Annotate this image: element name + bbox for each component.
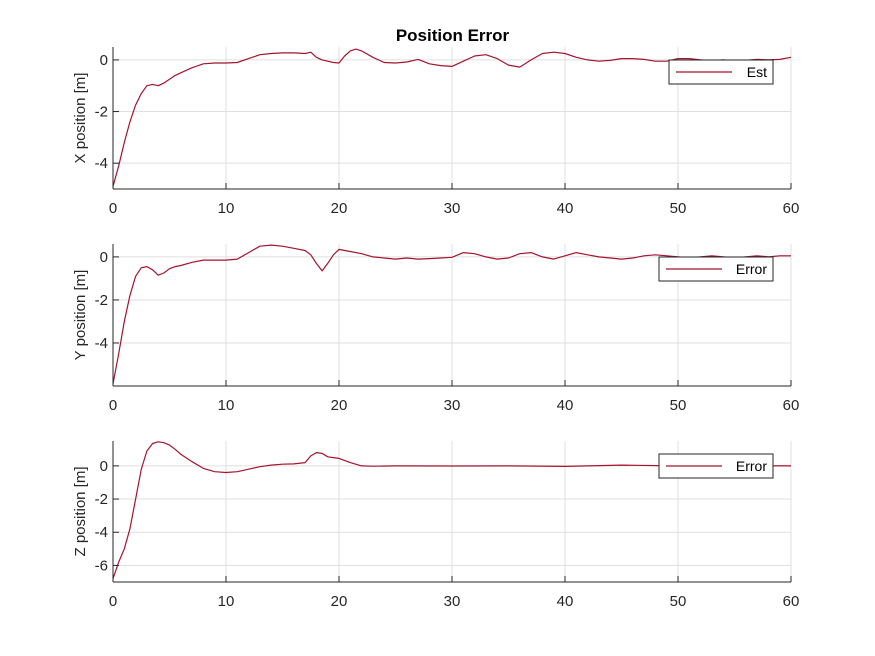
x-tick-label: 10 bbox=[218, 200, 235, 217]
y-tick-label: -4 bbox=[95, 524, 108, 541]
figure-title: Position Error bbox=[396, 26, 510, 45]
y-tick-label: -6 bbox=[95, 557, 108, 574]
y-tick-label: 0 bbox=[100, 249, 108, 266]
y-tick-label: -2 bbox=[95, 104, 108, 121]
x-tick-label: 20 bbox=[331, 593, 348, 610]
x-tick-label: 10 bbox=[218, 593, 235, 610]
x-tick-label: 0 bbox=[109, 593, 117, 610]
legend-entry: Error bbox=[736, 261, 767, 277]
y-tick-label: -4 bbox=[95, 335, 108, 352]
x-tick-label: 10 bbox=[218, 397, 235, 414]
axes-2: 0 10 20 30 40 50 60 -4 -2 0 Y position [m] Error bbox=[72, 244, 799, 414]
y-axis-label: Z position [m] bbox=[72, 466, 89, 556]
x-tick-label: 30 bbox=[444, 593, 461, 610]
y-axis-label: X position [m] bbox=[72, 73, 89, 164]
legend-entry: Est bbox=[747, 64, 767, 80]
x-tick-label: 60 bbox=[783, 200, 800, 217]
series-line-1 bbox=[113, 244, 791, 384]
x-tick-label: 0 bbox=[109, 397, 117, 414]
x-tick-label: 50 bbox=[670, 593, 687, 610]
x-tick-label: 50 bbox=[670, 200, 687, 217]
y-tick-label: -2 bbox=[95, 292, 108, 309]
axes-container: 0 10 20 30 40 50 60 -4 -2 0 X position [m] Est 0 10 20… bbox=[72, 47, 799, 610]
x-tick-label: 0 bbox=[109, 200, 117, 217]
x-tick-label: 60 bbox=[783, 397, 800, 414]
y-tick-label: -4 bbox=[95, 155, 108, 172]
y-tick-label: 0 bbox=[100, 458, 108, 475]
axes-1: 0 10 20 30 40 50 60 -4 -2 0 X position [m] Est bbox=[72, 47, 799, 217]
axes-3: 0 10 20 30 40 50 60 -6 -4 -2 0 Z position [m] Error bbox=[72, 441, 799, 610]
legend: Est bbox=[668, 59, 774, 85]
y-tick-label: 0 bbox=[100, 52, 108, 69]
x-tick-label: 30 bbox=[444, 397, 461, 414]
x-tick-label: 30 bbox=[444, 200, 461, 217]
y-tick-label: -2 bbox=[95, 491, 108, 508]
legend: Error bbox=[658, 453, 774, 479]
y-axis-label: Y position [m] bbox=[72, 270, 89, 361]
legend-entry: Error bbox=[736, 458, 767, 474]
series-line-1 bbox=[113, 441, 791, 579]
x-tick-label: 40 bbox=[557, 593, 574, 610]
x-tick-label: 60 bbox=[783, 593, 800, 610]
legend: Error bbox=[658, 256, 774, 282]
x-tick-label: 40 bbox=[557, 397, 574, 414]
x-tick-label: 20 bbox=[331, 200, 348, 217]
x-tick-label: 40 bbox=[557, 200, 574, 217]
x-tick-label: 20 bbox=[331, 397, 348, 414]
x-tick-label: 50 bbox=[670, 397, 687, 414]
series-line-1 bbox=[113, 48, 791, 187]
